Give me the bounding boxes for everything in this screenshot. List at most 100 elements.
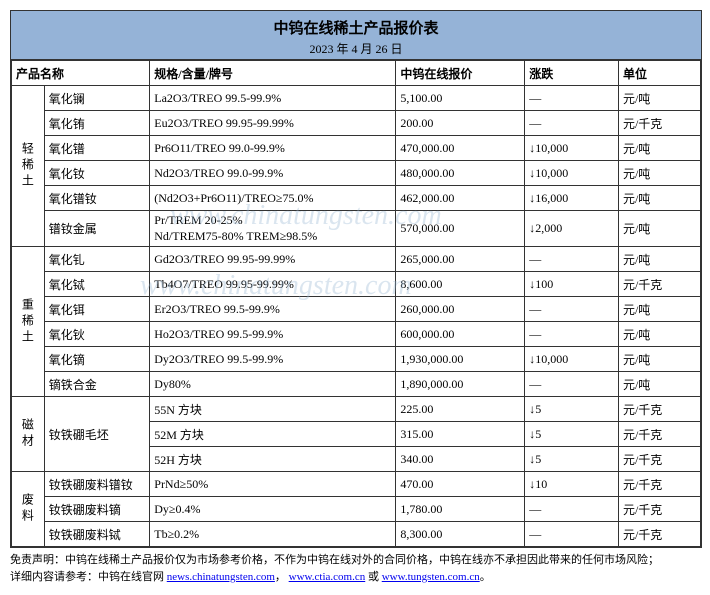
product-name: 氧化钆	[44, 247, 149, 272]
table-row: 氧化镨钕(Nd2O3+Pr6O11)/TREO≥75.0%462,000.00↓…	[12, 186, 701, 211]
category-cell: 轻稀土	[12, 86, 45, 247]
unit-cell: 元/吨	[618, 211, 700, 247]
spec-cell: Er2O3/TREO 99.5-99.9%	[150, 297, 396, 322]
spec-cell: Dy≥0.4%	[150, 497, 396, 522]
spec-cell: Tb4O7/TREO 99.95-99.99%	[150, 272, 396, 297]
table-row: 氧化铽Tb4O7/TREO 99.95-99.99%8,600.00↓100元/…	[12, 272, 701, 297]
change-cell: —	[525, 497, 619, 522]
price-table: 产品名称 规格/含量/牌号 中钨在线报价 涨跌 单位 轻稀土氧化镧La2O3/T…	[11, 60, 701, 547]
product-name: 氧化钬	[44, 322, 149, 347]
spec-cell: 55N 方块	[150, 397, 396, 422]
spec-cell: La2O3/TREO 99.5-99.9%	[150, 86, 396, 111]
table-row: 轻稀土氧化镧La2O3/TREO 99.5-99.9%5,100.00—元/吨	[12, 86, 701, 111]
change-cell: ↓5	[525, 397, 619, 422]
spec-cell: Pr6O11/TREO 99.0-99.9%	[150, 136, 396, 161]
table-title: 中钨在线稀土产品报价表	[11, 17, 701, 38]
link-tungsten[interactable]: www.tungsten.com.cn	[382, 571, 480, 583]
unit-cell: 元/千克	[618, 111, 700, 136]
spec-cell: 52M 方块	[150, 422, 396, 447]
spec-cell: Ho2O3/TREO 99.5-99.9%	[150, 322, 396, 347]
unit-cell: 元/吨	[618, 372, 700, 397]
price-cell: 315.00	[396, 422, 525, 447]
change-cell: —	[525, 322, 619, 347]
unit-cell: 元/吨	[618, 186, 700, 211]
unit-cell: 元/吨	[618, 136, 700, 161]
product-name: 氧化铽	[44, 272, 149, 297]
price-cell: 1,930,000.00	[396, 347, 525, 372]
price-cell: 1,780.00	[396, 497, 525, 522]
header-row: 产品名称 规格/含量/牌号 中钨在线报价 涨跌 单位	[12, 61, 701, 86]
change-cell: ↓10,000	[525, 347, 619, 372]
price-cell: 480,000.00	[396, 161, 525, 186]
table-row: 废料钕铁硼废料镨钕PrNd≥50%470.00↓10元/千克	[12, 472, 701, 497]
link-ctia[interactable]: www.ctia.com.cn	[289, 571, 366, 583]
table-row: 氧化镨Pr6O11/TREO 99.0-99.9%470,000.00↓10,0…	[12, 136, 701, 161]
table-row: 氧化镝Dy2O3/TREO 99.5-99.9%1,930,000.00↓10,…	[12, 347, 701, 372]
table-row: 氧化铒Er2O3/TREO 99.5-99.9%260,000.00—元/吨	[12, 297, 701, 322]
product-name: 氧化镨钕	[44, 186, 149, 211]
change-cell: ↓10	[525, 472, 619, 497]
category-cell: 重稀土	[12, 247, 45, 397]
unit-cell: 元/千克	[618, 422, 700, 447]
category-cell: 磁材	[12, 397, 45, 472]
price-cell: 570,000.00	[396, 211, 525, 247]
price-cell: 470.00	[396, 472, 525, 497]
change-cell: ↓100	[525, 272, 619, 297]
unit-cell: 元/吨	[618, 347, 700, 372]
change-cell: ↓10,000	[525, 161, 619, 186]
price-cell: 225.00	[396, 397, 525, 422]
table-row: 磁材钕铁硼毛坯55N 方块225.00↓5元/千克	[12, 397, 701, 422]
col-name: 产品名称	[12, 61, 150, 86]
change-cell: —	[525, 86, 619, 111]
price-cell: 462,000.00	[396, 186, 525, 211]
product-name: 镝铁合金	[44, 372, 149, 397]
unit-cell: 元/千克	[618, 447, 700, 472]
price-cell: 260,000.00	[396, 297, 525, 322]
product-name: 钕铁硼毛坯	[44, 397, 149, 472]
product-name: 钕铁硼废料铽	[44, 522, 149, 547]
spec-cell: Dy2O3/TREO 99.5-99.9%	[150, 347, 396, 372]
unit-cell: 元/千克	[618, 522, 700, 547]
product-name: 氧化铒	[44, 297, 149, 322]
price-cell: 1,890,000.00	[396, 372, 525, 397]
change-cell: —	[525, 297, 619, 322]
disclaimer-text: 免责声明：中钨在线稀土产品报价仅为市场参考价格，不作为中钨在线对外的合同价格，中…	[10, 554, 659, 566]
unit-cell: 元/吨	[618, 297, 700, 322]
spec-cell: 52H 方块	[150, 447, 396, 472]
spec-cell: (Nd2O3+Pr6O11)/TREO≥75.0%	[150, 186, 396, 211]
product-name: 氧化镝	[44, 347, 149, 372]
table-row: 氧化铕Eu2O3/TREO 99.95-99.99%200.00—元/千克	[12, 111, 701, 136]
table-date: 2023 年 4 月 26 日	[11, 40, 701, 57]
table-row: 重稀土氧化钆Gd2O3/TREO 99.95-99.99%265,000.00—…	[12, 247, 701, 272]
unit-cell: 元/吨	[618, 161, 700, 186]
unit-cell: 元/千克	[618, 472, 700, 497]
spec-cell: Eu2O3/TREO 99.95-99.99%	[150, 111, 396, 136]
unit-cell: 元/吨	[618, 86, 700, 111]
spec-cell: Gd2O3/TREO 99.95-99.99%	[150, 247, 396, 272]
price-cell: 340.00	[396, 447, 525, 472]
change-cell: —	[525, 247, 619, 272]
product-name: 钕铁硼废料镝	[44, 497, 149, 522]
change-cell: —	[525, 372, 619, 397]
price-cell: 8,600.00	[396, 272, 525, 297]
price-table-container: 中钨在线稀土产品报价表 2023 年 4 月 26 日 产品名称 规格/含量/牌…	[10, 10, 702, 548]
product-name: 氧化镨	[44, 136, 149, 161]
unit-cell: 元/千克	[618, 397, 700, 422]
disclaimer-text2: 详细内容请参考：中钨在线官网	[10, 571, 167, 583]
table-row: 钕铁硼废料铽Tb≥0.2%8,300.00—元/千克	[12, 522, 701, 547]
change-cell: ↓16,000	[525, 186, 619, 211]
product-name: 镨钕金属	[44, 211, 149, 247]
spec-cell: Dy80%	[150, 372, 396, 397]
price-cell: 265,000.00	[396, 247, 525, 272]
link-news[interactable]: news.chinatungsten.com	[167, 571, 275, 583]
price-cell: 600,000.00	[396, 322, 525, 347]
table-row: 氧化钬Ho2O3/TREO 99.5-99.9%600,000.00—元/吨	[12, 322, 701, 347]
change-cell: ↓10,000	[525, 136, 619, 161]
spec-cell: Tb≥0.2%	[150, 522, 396, 547]
table-row: 氧化钕Nd2O3/TREO 99.0-99.9%480,000.00↓10,00…	[12, 161, 701, 186]
price-cell: 5,100.00	[396, 86, 525, 111]
product-name: 氧化铕	[44, 111, 149, 136]
change-cell: —	[525, 111, 619, 136]
price-cell: 8,300.00	[396, 522, 525, 547]
table-header: 中钨在线稀土产品报价表 2023 年 4 月 26 日	[11, 11, 701, 60]
